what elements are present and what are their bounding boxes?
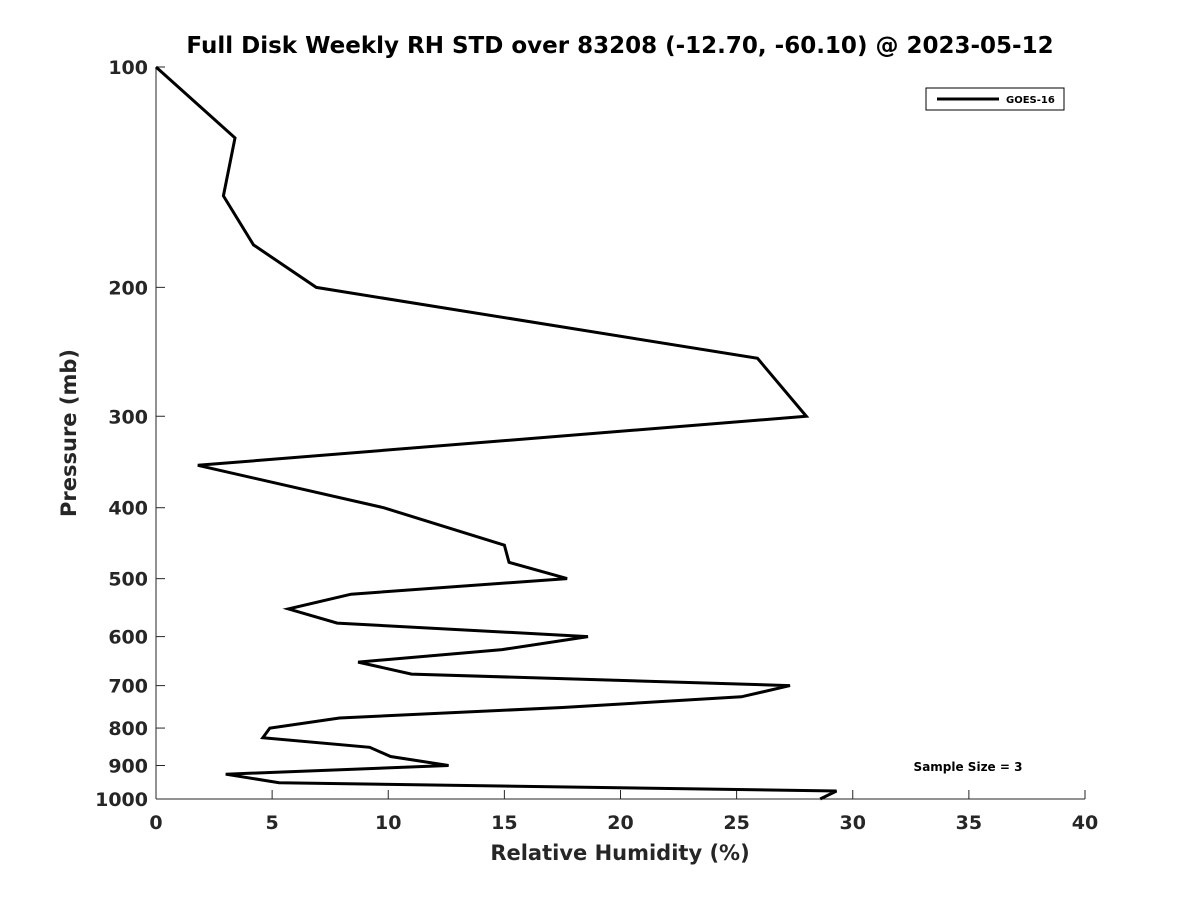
y-tick-label: 600 [108,627,148,649]
y-tick-label: 500 [108,569,148,591]
chart-title: Full Disk Weekly RH STD over 83208 (-12.… [186,33,1053,59]
x-axis-label: Relative Humidity (%) [490,841,749,865]
y-tick-label: 900 [108,756,148,778]
sample-size-annotation: Sample Size = 3 [914,760,1023,774]
y-axis: 100 200 300 400 500 600 700 800 900 1000 [95,57,165,811]
series-line-goes-16 [154,65,838,801]
x-tick-label: 35 [956,812,982,834]
y-axis-label: Pressure (mb) [57,349,81,517]
y-tick-label: 700 [108,676,148,698]
x-tick-label: 25 [723,812,749,834]
x-tick-label: 15 [491,812,517,834]
legend: GOES-16 [925,87,1065,111]
y-tick-label: 200 [108,277,148,299]
y-tick-label: 1000 [95,789,148,811]
x-tick-label: 20 [607,812,633,834]
series-layer [154,65,838,801]
x-axis: 0 5 10 15 20 25 30 35 40 [149,790,1098,834]
x-tick-label: 40 [1072,812,1098,834]
x-tick-label: 10 [375,812,401,834]
y-tick-label: 300 [108,406,148,428]
y-tick-label: 800 [108,718,148,740]
legend-label-goes-16: GOES-16 [1006,95,1055,106]
y-tick-label: 400 [108,498,148,520]
x-tick-label: 5 [266,812,279,834]
x-tick-label: 0 [149,812,162,834]
y-tick-label: 100 [108,57,148,79]
x-tick-label: 30 [840,812,866,834]
